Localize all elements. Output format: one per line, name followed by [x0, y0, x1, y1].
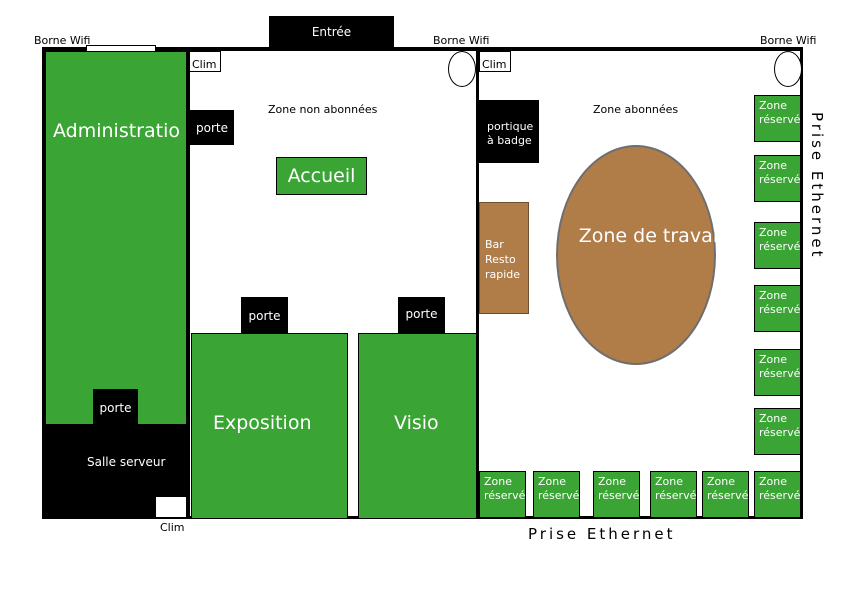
- reserved-zone-label: Zone réservé: [759, 226, 801, 253]
- visio-room: [358, 333, 477, 519]
- reserved-zone-right[interactable]: Zone réservé: [754, 408, 801, 455]
- clim-unit-non-subscribers: Clim: [189, 51, 221, 72]
- zone-non-subscribers-label: Zone non abonnées: [268, 103, 378, 116]
- clim-unit-server: [155, 496, 187, 518]
- door-visio-label: porte: [405, 306, 438, 321]
- reserved-zone-right[interactable]: Zone réservé: [754, 222, 801, 269]
- reception-label: Accueil: [287, 165, 356, 187]
- reserved-zone-label: Zone réservé: [759, 159, 801, 186]
- clim-unit-subscribers: Clim: [479, 51, 511, 72]
- zone-subscribers-label: Zone abonnées: [593, 103, 679, 116]
- reserved-zone-label: Zone réservé: [759, 412, 801, 439]
- wifi-label-middle: Borne Wifi: [433, 34, 490, 47]
- reserved-zone-label: Zone réservé: [759, 99, 801, 126]
- wifi-access-point-right: [774, 51, 802, 87]
- reception-desk: Accueil: [276, 157, 367, 195]
- reserved-zone-bottom[interactable]: Zone réservé: [754, 471, 801, 518]
- door-server-label: porte: [99, 400, 132, 415]
- door-exhibition-label: porte: [248, 308, 281, 323]
- bar-resto-label: Bar Resto rapide: [485, 238, 521, 281]
- exhibition-label: Exposition: [213, 412, 312, 434]
- visio-label: Visio: [394, 412, 439, 434]
- reserved-zone-bottom[interactable]: Zone réservé: [650, 471, 697, 518]
- door-admin-label: porte: [196, 120, 228, 135]
- wall-top: [42, 47, 803, 51]
- wall-left: [42, 47, 45, 519]
- door-admin[interactable]: porte: [190, 110, 234, 145]
- reserved-zone-bottom[interactable]: Zone réservé: [479, 471, 526, 518]
- work-zone: Zone de travail: [556, 145, 723, 365]
- reserved-zone-label: Zone réservé: [759, 475, 801, 502]
- wifi-access-point-middle: [448, 51, 476, 87]
- entrance-label: Entrée: [311, 24, 352, 39]
- wifi-label-right: Borne Wifi: [760, 34, 817, 47]
- badge-gate[interactable]: portique à badge: [479, 100, 539, 163]
- reserved-zone-bottom[interactable]: Zone réservé: [533, 471, 580, 518]
- reserved-zone-right[interactable]: Zone réservé: [754, 349, 801, 396]
- reserved-zone-bottom[interactable]: Zone réservé: [593, 471, 640, 518]
- reserved-zone-label: Zone réservé: [598, 475, 640, 502]
- door-server[interactable]: porte: [93, 389, 138, 426]
- badge-gate-label: portique à badge: [487, 120, 534, 147]
- entrance[interactable]: Entrée: [269, 16, 394, 49]
- reserved-zone-right[interactable]: Zone réservé: [754, 95, 801, 142]
- reserved-zone-label: Zone réservé: [484, 475, 526, 502]
- bar-resto: Bar Resto rapide: [479, 202, 529, 314]
- wall-admin-divider: [187, 47, 190, 519]
- ethernet-label-bottom: Prise Ethernet: [528, 525, 676, 543]
- wall-zone-divider: [476, 47, 479, 519]
- clim-label-server: Clim: [160, 521, 185, 534]
- server-room-label: Salle serveur: [87, 455, 166, 469]
- clim-label-subscribers: Clim: [482, 58, 507, 71]
- clim-label-non-subscribers: Clim: [192, 58, 217, 71]
- reserved-zone-label: Zone réservé: [707, 475, 749, 502]
- wifi-label-left: Borne Wifi: [34, 34, 91, 47]
- reserved-zone-label: Zone réservé: [538, 475, 580, 502]
- door-visio[interactable]: porte: [398, 297, 445, 334]
- reserved-zone-label: Zone réservé: [759, 289, 801, 316]
- reserved-zone-label: Zone réservé: [759, 353, 801, 380]
- reserved-zone-label: Zone réservé: [655, 475, 697, 502]
- reserved-zone-right[interactable]: Zone réservé: [754, 285, 801, 332]
- work-zone-label: Zone de travail: [578, 225, 724, 247]
- administration-room: [45, 51, 187, 425]
- administration-label: Administratio: [53, 120, 180, 142]
- door-exhibition[interactable]: porte: [241, 297, 288, 334]
- reserved-zone-bottom[interactable]: Zone réservé: [702, 471, 749, 518]
- reserved-zone-right[interactable]: Zone réservé: [754, 155, 801, 202]
- ethernet-label-right: Prise Ethernet: [808, 112, 826, 260]
- exhibition-room: [191, 333, 348, 519]
- wall-right: [800, 47, 803, 519]
